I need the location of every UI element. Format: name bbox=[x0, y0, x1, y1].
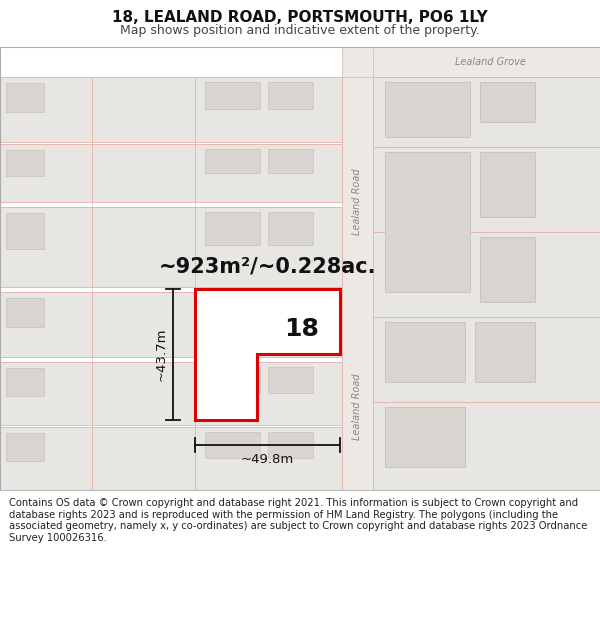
Bar bbox=[268, 367, 313, 393]
Bar bbox=[342, 47, 373, 490]
Text: Lealand Road: Lealand Road bbox=[353, 374, 362, 440]
Bar bbox=[92, 207, 195, 287]
Bar bbox=[6, 433, 44, 461]
Text: Contains OS data © Crown copyright and database right 2021. This information is : Contains OS data © Crown copyright and d… bbox=[9, 498, 587, 543]
Bar bbox=[268, 82, 313, 109]
Bar bbox=[205, 212, 260, 245]
Bar bbox=[0, 292, 92, 357]
Bar bbox=[0, 207, 92, 287]
Bar bbox=[385, 322, 465, 382]
Bar bbox=[0, 77, 92, 142]
Bar bbox=[195, 207, 342, 287]
Text: Lealand Road: Lealand Road bbox=[353, 169, 362, 235]
Bar bbox=[480, 237, 535, 302]
Bar bbox=[373, 232, 600, 317]
Bar bbox=[6, 150, 44, 176]
Bar bbox=[373, 77, 600, 147]
Bar bbox=[92, 292, 195, 357]
Bar bbox=[195, 77, 342, 142]
Bar bbox=[268, 149, 313, 173]
Bar bbox=[6, 83, 44, 112]
Bar bbox=[480, 152, 535, 217]
Bar bbox=[6, 213, 44, 249]
Text: 18: 18 bbox=[284, 317, 319, 341]
Bar bbox=[373, 317, 600, 402]
Bar bbox=[385, 407, 465, 467]
Bar bbox=[268, 297, 313, 324]
Bar bbox=[385, 152, 470, 292]
Bar bbox=[0, 427, 92, 490]
Bar bbox=[92, 427, 195, 490]
Bar bbox=[195, 144, 342, 202]
Bar bbox=[195, 362, 342, 425]
Text: Map shows position and indicative extent of the property.: Map shows position and indicative extent… bbox=[120, 24, 480, 37]
Text: 18, LEALAND ROAD, PORTSMOUTH, PO6 1LY: 18, LEALAND ROAD, PORTSMOUTH, PO6 1LY bbox=[112, 11, 488, 26]
Bar bbox=[205, 82, 260, 109]
Bar bbox=[342, 47, 600, 77]
Bar bbox=[92, 144, 195, 202]
Bar bbox=[373, 147, 600, 232]
Polygon shape bbox=[195, 289, 340, 420]
Bar bbox=[480, 82, 535, 122]
Text: Lealand Grove: Lealand Grove bbox=[455, 57, 526, 67]
Bar bbox=[373, 402, 600, 490]
Text: ~43.7m: ~43.7m bbox=[155, 328, 168, 381]
Bar bbox=[268, 432, 313, 458]
Bar bbox=[195, 427, 342, 490]
Bar bbox=[268, 212, 313, 245]
Bar bbox=[0, 144, 92, 202]
Bar bbox=[195, 292, 342, 357]
Bar bbox=[92, 362, 195, 425]
Bar bbox=[92, 77, 195, 142]
Text: ~923m²/~0.228ac.: ~923m²/~0.228ac. bbox=[159, 257, 376, 277]
Bar bbox=[6, 368, 44, 396]
Bar bbox=[475, 322, 535, 382]
Bar bbox=[0, 362, 92, 425]
Bar bbox=[205, 297, 260, 324]
Bar bbox=[205, 432, 260, 458]
Bar bbox=[205, 367, 260, 393]
Text: ~49.8m: ~49.8m bbox=[241, 453, 294, 466]
Bar bbox=[6, 298, 44, 327]
Bar bbox=[205, 149, 260, 173]
Bar bbox=[385, 82, 470, 137]
